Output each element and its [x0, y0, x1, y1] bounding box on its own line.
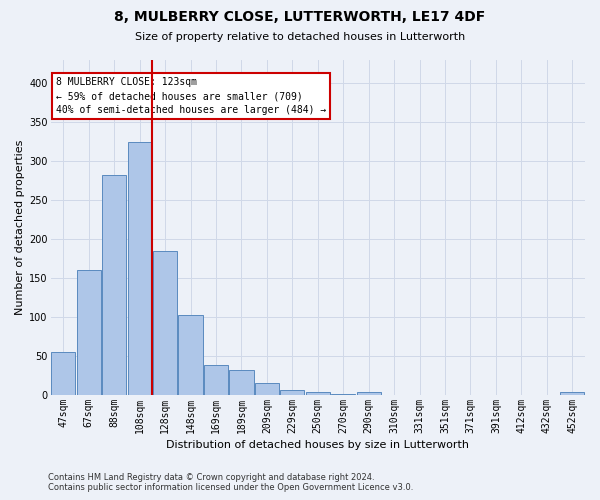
Bar [560, 392, 584, 395]
Bar [280, 390, 304, 395]
Bar [229, 370, 254, 395]
Text: Contains HM Land Registry data © Crown copyright and database right 2024.
Contai: Contains HM Land Registry data © Crown c… [48, 473, 413, 492]
Bar [331, 394, 355, 395]
X-axis label: Distribution of detached houses by size in Lutterworth: Distribution of detached houses by size … [166, 440, 469, 450]
Text: Size of property relative to detached houses in Lutterworth: Size of property relative to detached ho… [135, 32, 465, 42]
Text: 8 MULBERRY CLOSE: 123sqm
← 59% of detached houses are smaller (709)
40% of semi-: 8 MULBERRY CLOSE: 123sqm ← 59% of detach… [56, 77, 326, 115]
Bar [255, 382, 279, 395]
Bar [102, 174, 126, 395]
Bar [178, 315, 203, 395]
Bar [51, 352, 76, 395]
Bar [128, 142, 152, 395]
Bar [305, 392, 330, 395]
Bar [153, 251, 177, 395]
Bar [356, 392, 381, 395]
Y-axis label: Number of detached properties: Number of detached properties [15, 140, 25, 315]
Bar [204, 364, 228, 395]
Text: 8, MULBERRY CLOSE, LUTTERWORTH, LE17 4DF: 8, MULBERRY CLOSE, LUTTERWORTH, LE17 4DF [115, 10, 485, 24]
Bar [77, 270, 101, 395]
